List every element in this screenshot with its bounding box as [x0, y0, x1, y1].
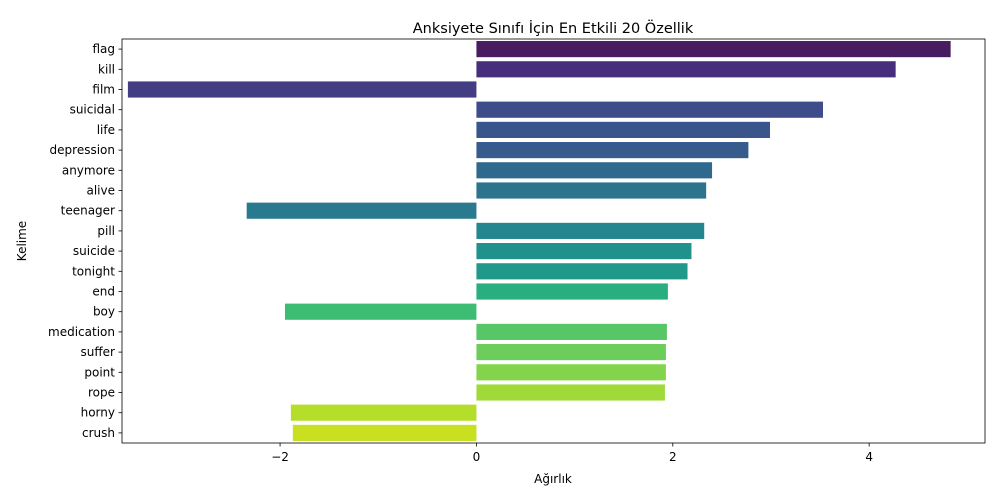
y-tick-label-depression: depression	[50, 143, 115, 157]
y-tick-label-rope: rope	[88, 386, 115, 400]
bar-tonight	[476, 263, 688, 280]
y-tick-label-film: film	[92, 83, 115, 97]
y-tick-label-kill: kill	[98, 62, 115, 76]
bar-horny	[290, 404, 477, 421]
x-tick-label: 4	[865, 450, 873, 464]
x-tick-label: 0	[473, 450, 481, 464]
bar-crush	[292, 424, 477, 441]
x-tick-label: −2	[271, 450, 289, 464]
bar-teenager	[246, 202, 477, 219]
y-tick-label-boy: boy	[93, 305, 115, 319]
plot-frame	[121, 38, 986, 444]
bar-point	[476, 364, 666, 381]
bar-life	[476, 121, 770, 138]
bar-boy	[284, 303, 477, 320]
bar-suicidal	[476, 101, 824, 118]
y-tick-label-crush: crush	[82, 426, 115, 440]
y-tick-label-life: life	[97, 123, 115, 137]
bar-end	[476, 283, 668, 300]
y-tick-label-flag: flag	[92, 42, 115, 56]
y-axis-title: Kelime	[15, 221, 29, 261]
y-tick-label-pill: pill	[97, 224, 115, 238]
y-axis-ticks: flag kill film suicidal life depression anymor…	[48, 42, 122, 440]
y-tick-label-suicidal: suicidal	[70, 103, 115, 117]
bar-flag	[476, 41, 951, 58]
x-axis-ticks: −2 0 2 4	[271, 443, 873, 464]
y-tick-label-tonight: tonight	[72, 264, 115, 278]
y-tick-label-anymore: anymore	[62, 163, 115, 177]
y-tick-label-alive: alive	[86, 184, 115, 198]
y-tick-label-point: point	[84, 365, 115, 379]
bar-alive	[476, 182, 707, 199]
bar-suicide	[476, 243, 692, 260]
y-tick-label-end: end	[92, 285, 115, 299]
bar-kill	[476, 61, 896, 78]
y-tick-label-medication: medication	[48, 325, 115, 339]
bars-group	[127, 41, 951, 441]
x-tick-label: 2	[669, 450, 677, 464]
bar-pill	[476, 222, 705, 239]
y-tick-label-suicide: suicide	[73, 244, 115, 258]
bar-rope	[476, 384, 665, 401]
bar-film	[127, 81, 477, 98]
bar-depression	[476, 142, 749, 159]
bar-anymore	[476, 162, 713, 179]
y-tick-label-horny: horny	[81, 406, 115, 420]
bar-medication	[476, 323, 667, 340]
bar-suffer	[476, 344, 666, 361]
x-axis-title: Ağırlık	[534, 472, 572, 486]
chart-title: Anksiyete Sınıfı İçin En Etkili 20 Özell…	[413, 19, 694, 37]
y-tick-label-suffer: suffer	[81, 345, 116, 359]
y-tick-label-teenager: teenager	[61, 204, 115, 218]
